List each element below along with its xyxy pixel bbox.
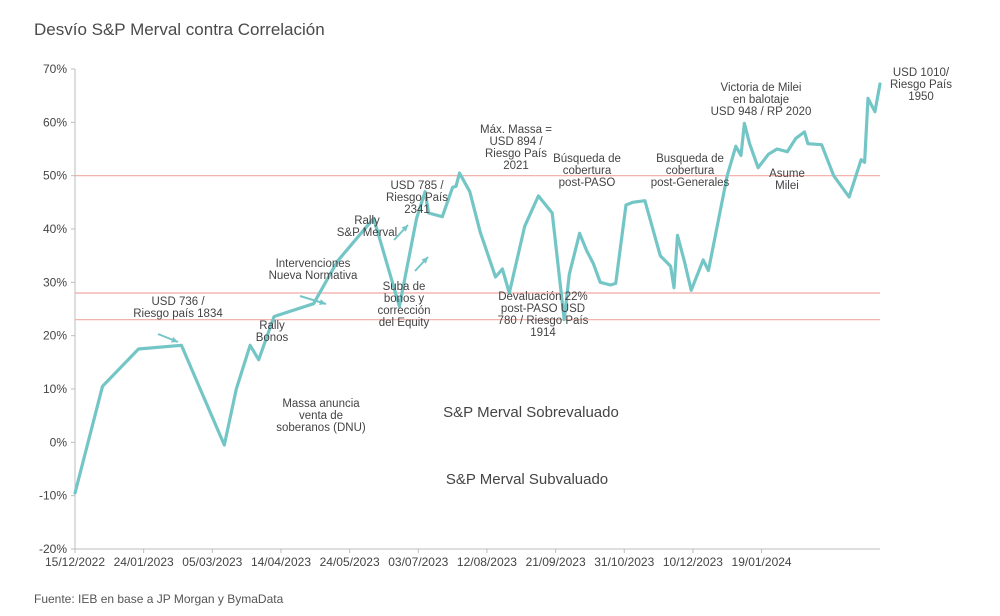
y-tick-label: 70% xyxy=(43,62,67,76)
annotation-text: Victoria de Milei en balotaje USD 948 / RP… xyxy=(711,82,812,118)
x-tick-label: 24/05/2023 xyxy=(320,555,380,569)
x-tick-label: 24/01/2023 xyxy=(114,555,174,569)
annotation-line: cobertura xyxy=(666,165,715,177)
x-tick-label: 21/09/2023 xyxy=(526,555,586,569)
annotation-line: Busqueda de xyxy=(656,153,724,165)
annotation-line: 2341 xyxy=(404,204,430,216)
annotation-line: soberanos (DNU) xyxy=(276,422,366,434)
series-layer xyxy=(73,82,882,495)
annotation-text: Asume Milei xyxy=(769,168,805,192)
annotation-line: 780 / Riesgo País xyxy=(498,315,589,327)
annotation-line: Riesgo País xyxy=(890,79,952,91)
annotation-line: corrección xyxy=(377,305,430,317)
annotation-line: USD 1010/ xyxy=(893,67,950,79)
annotation-line: Riesgo País xyxy=(386,192,448,204)
x-tick-label: 15/12/2022 xyxy=(45,555,105,569)
annotation-text: USD 736 /Riesgo país 1834 xyxy=(133,296,223,320)
annotation-line: Máx. Massa = xyxy=(480,124,552,136)
x-tick-label: 19/01/2024 xyxy=(732,555,792,569)
annotation-line: cobertura xyxy=(563,165,612,177)
annotation-line: post-PASO xyxy=(559,177,616,189)
annotation-line: Victoria de Milei xyxy=(721,82,802,94)
region-label: S&P Merval Sobrevaluado xyxy=(443,404,619,421)
annotation-line: en balotaje xyxy=(733,94,789,106)
y-tick-label: 30% xyxy=(43,275,67,289)
annotation-line: Intervenciones xyxy=(276,258,351,270)
reference-lines xyxy=(75,175,880,321)
y-tick-label: 10% xyxy=(43,382,67,396)
annotation-line: Nueva Normativa xyxy=(269,270,358,282)
annotation-text: Rally S&P Merval xyxy=(337,215,398,239)
y-tick-label: 40% xyxy=(43,222,67,236)
annotation-text: Máx. Massa = USD 894 /Riesgo País 2021 xyxy=(480,124,552,172)
y-tick-label: -20% xyxy=(39,542,67,556)
annotation-line: venta de xyxy=(299,410,343,422)
annotation-line: S&P Merval xyxy=(337,227,398,239)
annotation-line: Riesgo País xyxy=(485,148,547,160)
region-label: S&P Merval Subvaluado xyxy=(446,471,608,488)
annotation-line: Milei xyxy=(775,180,799,192)
annotation-text: Massa anuncia venta de soberanos (DNU) xyxy=(276,398,366,434)
annotation-line: Suba de xyxy=(383,281,426,293)
annotation-text: USD 1010/Riesgo País 1950 xyxy=(890,67,952,103)
x-tick-label: 10/12/2023 xyxy=(663,555,723,569)
annotation-text: USD 785 /Riesgo País 2341 xyxy=(386,180,448,216)
annotation-text: Devaluación 22% post-PASO USD 780 / Riesgo… xyxy=(498,291,589,339)
annotation-line: 1950 xyxy=(908,91,934,103)
annotation-line: post-Generales xyxy=(651,177,730,189)
arrow-head xyxy=(421,257,428,264)
x-tick-label: 03/07/2023 xyxy=(388,555,448,569)
x-tick-label: 12/08/2023 xyxy=(457,555,517,569)
annotation-text: Suba de bonos y corrección del Equity xyxy=(377,281,430,329)
y-tick-label: 50% xyxy=(43,169,67,183)
annotation-line: del Equity xyxy=(379,317,430,329)
annotation-line: USD 948 / RP 2020 xyxy=(711,106,812,118)
region-labels: S&P Merval Sobrevaluado S&P Merval Subval… xyxy=(443,404,619,488)
x-tick-label: 05/03/2023 xyxy=(182,555,242,569)
annotation-line: USD 736 / xyxy=(151,296,205,308)
y-tick-label: 20% xyxy=(43,329,67,343)
arrow-head xyxy=(171,336,178,343)
annotation-line: Rally xyxy=(259,320,285,332)
series-line xyxy=(73,82,882,495)
axes: -20% -10% 0% 10% 20% 30% 40% 50% 60% 70% 15/12/202… xyxy=(39,62,880,569)
annotation-line: USD 785 / xyxy=(390,180,444,192)
annotation-text: Intervenciones Nueva Normativa xyxy=(269,258,358,282)
annotation-text: Busqueda de cobertura post-Generales xyxy=(651,153,730,189)
chart-title: Desvío S&P Merval contra Correlación xyxy=(34,20,325,39)
annotation-line: Búsqueda de xyxy=(553,153,621,165)
annotation-line: Rally xyxy=(354,215,380,227)
annotation-line: Massa anuncia xyxy=(282,398,360,410)
y-tick-label: -10% xyxy=(39,489,67,503)
annotation-line: Bonos xyxy=(256,332,289,344)
annotation-line: Riesgo país 1834 xyxy=(133,308,223,320)
annotation-line: Asume xyxy=(769,168,805,180)
y-tick-label: 0% xyxy=(50,435,68,449)
source-note: Fuente: IEB en base a JP Morgan y BymaDa… xyxy=(34,592,284,606)
annotation-line: post-PASO USD xyxy=(501,303,585,315)
arrow-head xyxy=(401,225,408,232)
y-tick-label: 60% xyxy=(43,115,67,129)
annotation-text: Rally Bonos xyxy=(256,320,289,344)
annotation-line: bonos y xyxy=(384,293,425,305)
arrow-head xyxy=(319,299,326,306)
annotation-line: 1914 xyxy=(530,327,556,339)
annotation-line: USD 894 / xyxy=(489,136,543,148)
annotation-arrows xyxy=(157,224,429,343)
x-tick-label: 31/10/2023 xyxy=(594,555,654,569)
annotation-text: Búsqueda de cobertura post-PASO xyxy=(553,153,621,189)
annotation-line: 2021 xyxy=(503,160,529,172)
annotation-line: Devaluación 22% xyxy=(498,291,588,303)
x-tick-label: 14/04/2023 xyxy=(251,555,311,569)
